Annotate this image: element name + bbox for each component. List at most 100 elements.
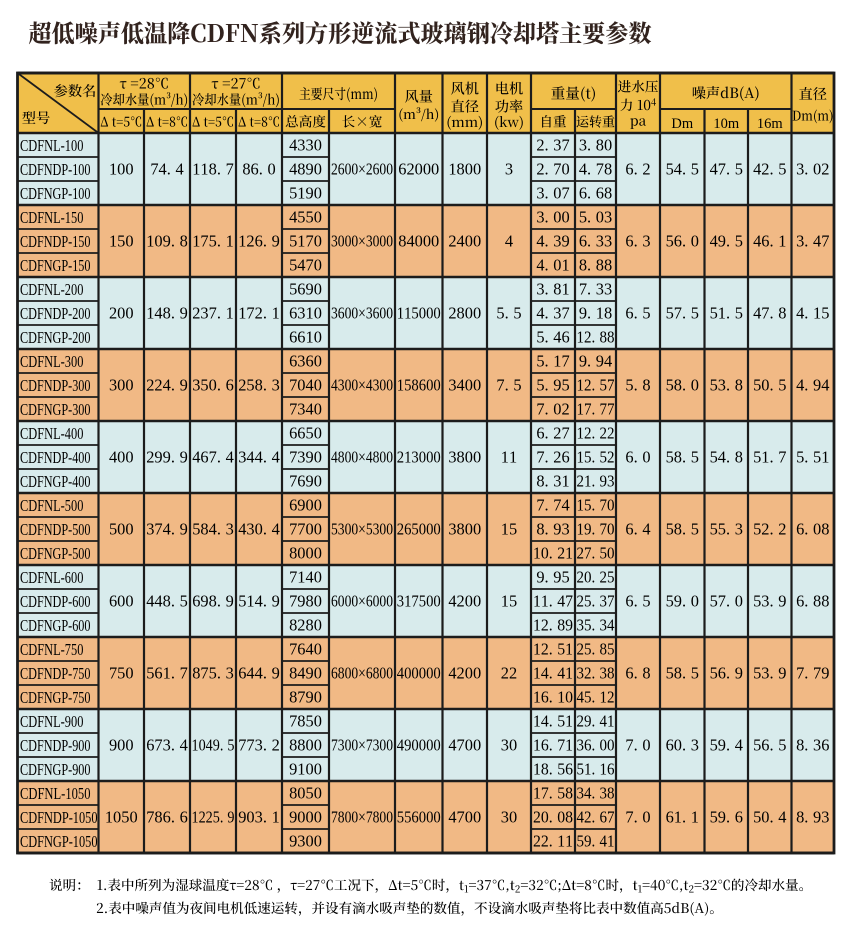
svg-text:15. 70: 15. 70 xyxy=(577,496,615,515)
svg-text:9300: 9300 xyxy=(289,832,322,851)
svg-text:6. 27: 6. 27 xyxy=(536,424,569,443)
svg-text:20. 08: 20. 08 xyxy=(533,808,573,827)
svg-text:8. 93: 8. 93 xyxy=(796,808,829,827)
svg-text:53. 8: 53. 8 xyxy=(710,376,743,395)
svg-text:3800: 3800 xyxy=(448,448,481,467)
svg-text:CDFNGP-300: CDFNGP-300 xyxy=(20,400,91,419)
svg-text:5. 03: 5. 03 xyxy=(579,208,612,227)
svg-text:7300×7300: 7300×7300 xyxy=(331,736,393,755)
svg-text:49. 5: 49. 5 xyxy=(710,232,743,251)
svg-text:4: 4 xyxy=(505,232,513,251)
svg-text:7980: 7980 xyxy=(289,592,322,611)
svg-text:400000: 400000 xyxy=(397,664,441,683)
svg-text:158600: 158600 xyxy=(397,376,441,395)
svg-text:5300×5300: 5300×5300 xyxy=(331,520,393,539)
svg-text:7850: 7850 xyxy=(289,712,322,731)
svg-text:100: 100 xyxy=(109,160,134,179)
svg-text:344. 4: 344. 4 xyxy=(238,448,280,467)
svg-text:58. 0: 58. 0 xyxy=(666,376,699,395)
svg-text:62000: 62000 xyxy=(398,160,439,179)
svg-text:4200: 4200 xyxy=(448,592,481,611)
svg-text:6. 0: 6. 0 xyxy=(625,448,650,467)
svg-text:CDFNGP-750: CDFNGP-750 xyxy=(20,688,91,707)
svg-text:17. 77: 17. 77 xyxy=(577,400,615,419)
svg-text:448. 5: 448. 5 xyxy=(146,592,188,611)
svg-text:3: 3 xyxy=(505,160,513,179)
svg-text:172. 1: 172. 1 xyxy=(238,304,280,323)
svg-text:8. 31: 8. 31 xyxy=(536,472,569,491)
svg-text:45. 12: 45. 12 xyxy=(577,688,615,707)
svg-text:9100: 9100 xyxy=(289,760,322,779)
svg-text:14. 41: 14. 41 xyxy=(533,664,573,683)
svg-text:148. 9: 148. 9 xyxy=(146,304,188,323)
svg-text:4. 37: 4. 37 xyxy=(536,304,569,323)
svg-text:CDFNDP-200: CDFNDP-200 xyxy=(20,304,91,323)
svg-text:2. 37: 2. 37 xyxy=(536,136,569,155)
svg-text:CDFNL-500: CDFNL-500 xyxy=(20,496,83,515)
svg-text:7390: 7390 xyxy=(289,448,322,467)
svg-text:11: 11 xyxy=(501,448,517,467)
svg-text:50. 4: 50. 4 xyxy=(753,808,786,827)
svg-text:16m: 16m xyxy=(757,116,784,132)
svg-text:2400: 2400 xyxy=(448,232,481,251)
svg-text:750: 750 xyxy=(109,664,134,683)
svg-text:4550: 4550 xyxy=(289,208,322,227)
svg-text:500: 500 xyxy=(109,520,134,539)
svg-text:5. 95: 5. 95 xyxy=(536,376,569,395)
svg-text:57. 5: 57. 5 xyxy=(666,304,699,323)
svg-text:2600×2600: 2600×2600 xyxy=(331,160,393,179)
svg-text:258. 3: 258. 3 xyxy=(238,376,280,395)
svg-text:55. 3: 55. 3 xyxy=(710,520,743,539)
svg-text:6. 88: 6. 88 xyxy=(796,592,829,611)
svg-text:4200: 4200 xyxy=(448,664,481,683)
svg-text:224. 9: 224. 9 xyxy=(146,376,188,395)
svg-text:350. 6: 350. 6 xyxy=(192,376,234,395)
svg-text:19. 70: 19. 70 xyxy=(577,520,615,539)
svg-text:6. 5: 6. 5 xyxy=(625,592,650,611)
svg-text:CDFNL-1050: CDFNL-1050 xyxy=(20,784,91,803)
svg-text:4. 94: 4. 94 xyxy=(796,376,829,395)
svg-text:9. 95: 9. 95 xyxy=(536,568,569,587)
svg-text:10. 21: 10. 21 xyxy=(533,544,573,563)
svg-text:7. 74: 7. 74 xyxy=(536,496,569,515)
svg-text:4700: 4700 xyxy=(448,808,481,827)
svg-text:1050: 1050 xyxy=(105,808,138,827)
svg-text:CDFNGP-100: CDFNGP-100 xyxy=(20,184,91,203)
svg-text:18. 56: 18. 56 xyxy=(533,760,573,779)
svg-text:22: 22 xyxy=(501,664,517,683)
svg-text:CDFNGP-200: CDFNGP-200 xyxy=(20,328,91,347)
svg-text:6. 2: 6. 2 xyxy=(625,160,650,179)
svg-text:2. 70: 2. 70 xyxy=(536,160,569,179)
svg-text:4. 78: 4. 78 xyxy=(579,160,612,179)
svg-text:317500: 317500 xyxy=(397,592,441,611)
svg-text:34. 38: 34. 38 xyxy=(577,784,615,803)
svg-text:10m: 10m xyxy=(713,116,740,132)
svg-text:29. 41: 29. 41 xyxy=(577,712,615,731)
svg-text:6. 5: 6. 5 xyxy=(625,304,650,323)
svg-text:400: 400 xyxy=(109,448,134,467)
svg-text:25. 85: 25. 85 xyxy=(577,640,615,659)
svg-text:7140: 7140 xyxy=(289,568,322,587)
svg-text:CDFNGP-1050: CDFNGP-1050 xyxy=(20,832,98,851)
svg-text:5. 17: 5. 17 xyxy=(536,352,569,371)
svg-text:300: 300 xyxy=(109,376,134,395)
svg-text:51. 16: 51. 16 xyxy=(577,760,615,779)
svg-text:7340: 7340 xyxy=(289,400,322,419)
svg-text:30: 30 xyxy=(501,736,517,755)
svg-text:6000×6000: 6000×6000 xyxy=(331,592,393,611)
svg-text:8000: 8000 xyxy=(289,544,322,563)
svg-text:6. 33: 6. 33 xyxy=(579,232,612,251)
svg-text:3800: 3800 xyxy=(448,520,481,539)
svg-text:3. 00: 3. 00 xyxy=(536,208,569,227)
svg-text:CDFNDP-750: CDFNDP-750 xyxy=(20,664,91,683)
svg-text:8800: 8800 xyxy=(289,736,322,755)
svg-text:6. 3: 6. 3 xyxy=(625,232,650,251)
svg-text:3. 07: 3. 07 xyxy=(536,184,569,203)
svg-text:53. 9: 53. 9 xyxy=(753,664,786,683)
svg-text:11. 47: 11. 47 xyxy=(533,592,573,611)
svg-text:467. 4: 467. 4 xyxy=(192,448,234,467)
svg-text:7700: 7700 xyxy=(289,520,322,539)
svg-text:5. 51: 5. 51 xyxy=(796,448,829,467)
svg-text:4890: 4890 xyxy=(289,160,322,179)
svg-text:9. 18: 9. 18 xyxy=(579,304,612,323)
